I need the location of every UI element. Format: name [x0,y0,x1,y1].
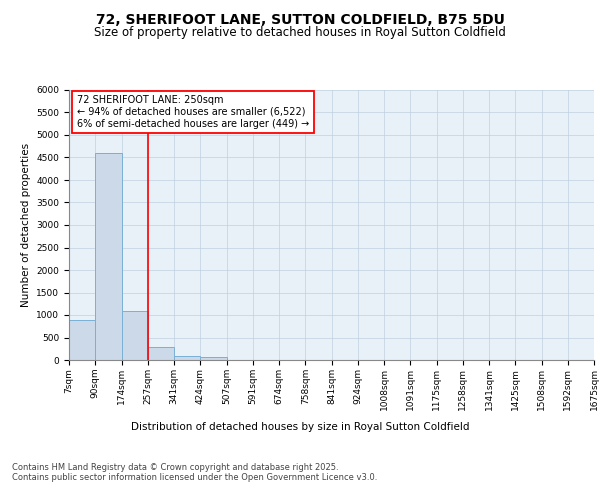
Text: 72, SHERIFOOT LANE, SUTTON COLDFIELD, B75 5DU: 72, SHERIFOOT LANE, SUTTON COLDFIELD, B7… [95,12,505,26]
Bar [121,312,148,360]
Text: 72 SHERIFOOT LANE: 250sqm
← 94% of detached houses are smaller (6,522)
6% of sem: 72 SHERIFOOT LANE: 250sqm ← 94% of detac… [77,96,309,128]
Bar [174,356,200,360]
Text: Distribution of detached houses by size in Royal Sutton Coldfield: Distribution of detached houses by size … [131,422,469,432]
Text: Contains HM Land Registry data © Crown copyright and database right 2025.
Contai: Contains HM Land Registry data © Crown c… [12,462,377,482]
Bar [69,320,95,360]
Bar [95,153,121,360]
Text: Size of property relative to detached houses in Royal Sutton Coldfield: Size of property relative to detached ho… [94,26,506,39]
Bar [148,346,174,360]
Y-axis label: Number of detached properties: Number of detached properties [21,143,31,307]
Bar [200,357,227,360]
